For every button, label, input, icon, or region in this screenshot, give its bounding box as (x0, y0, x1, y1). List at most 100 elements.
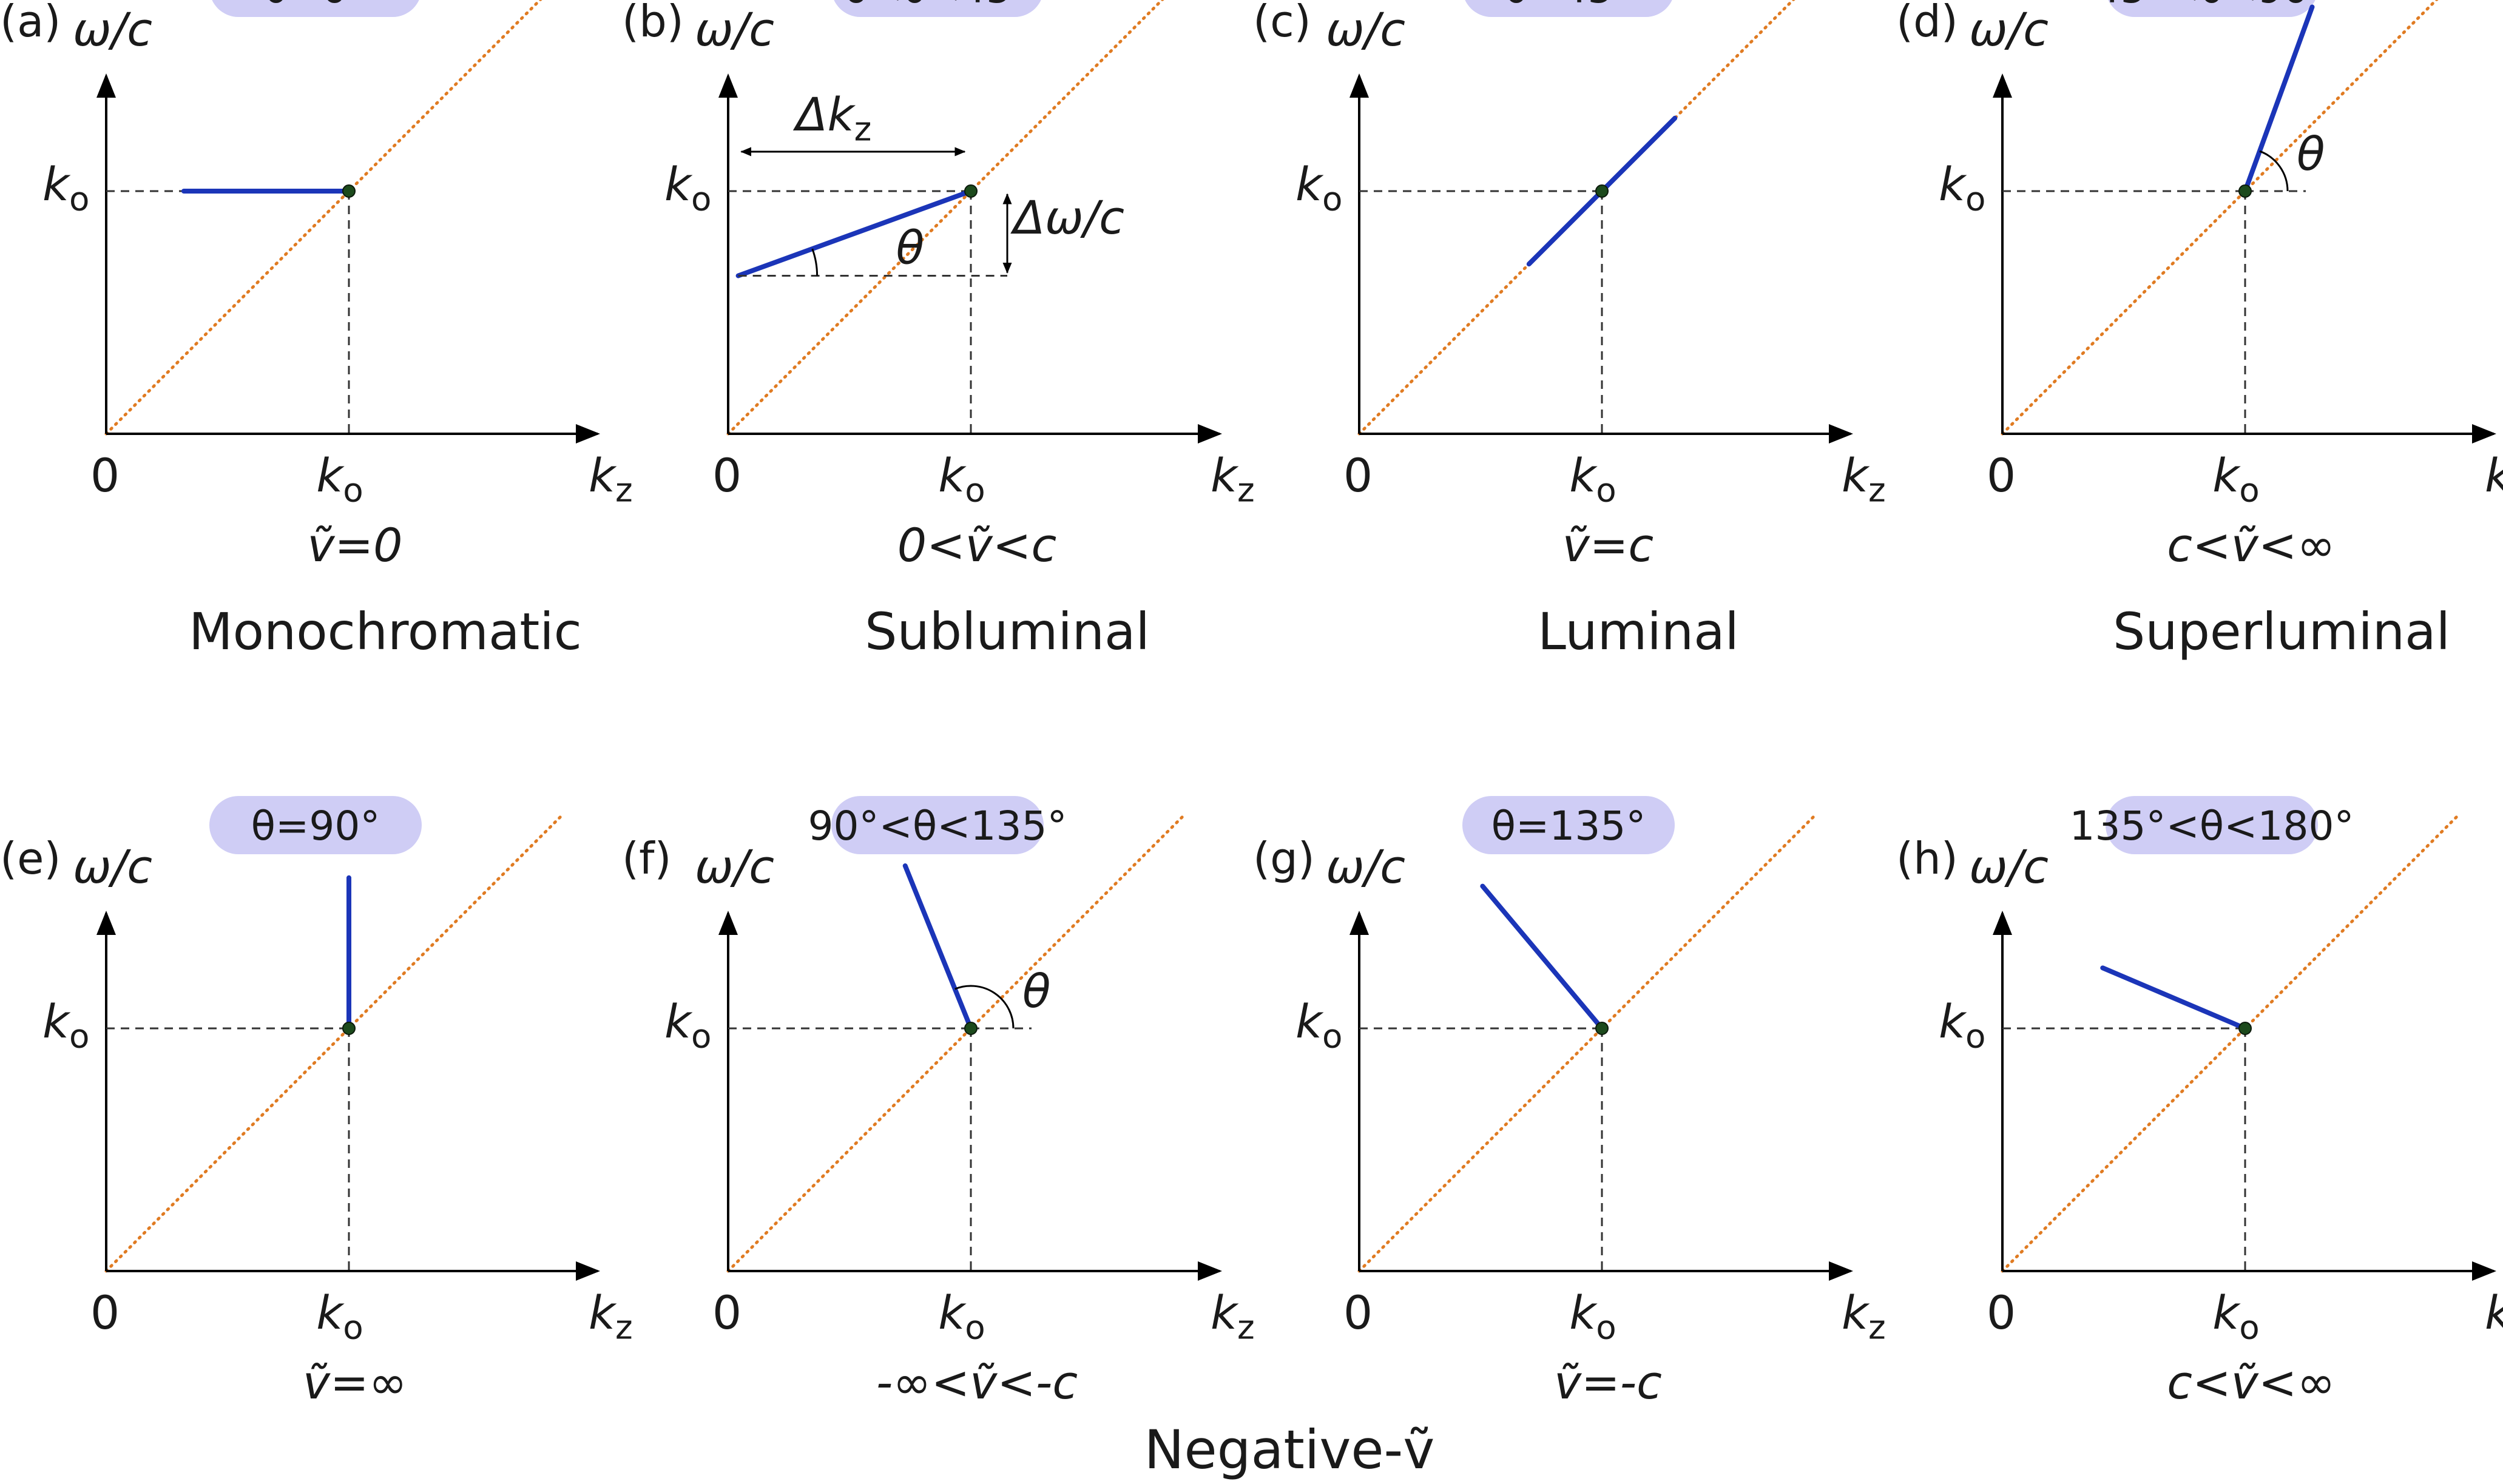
x-axis-label: kz (2485, 448, 2503, 510)
k0-axis-label: ko (664, 157, 712, 218)
y-axis-label: ω/c (1326, 2, 1405, 56)
angle-badge-bg (2108, 0, 2316, 17)
x-axis-label: kz (1211, 448, 1255, 510)
x-axis-label: kz (1842, 1286, 1886, 1347)
light-line (2001, 0, 2439, 436)
y-axis-label: ω/c (1326, 840, 1405, 894)
origin-label: 0 (90, 448, 120, 502)
delta-omega-label: Δω/c (1010, 191, 1124, 245)
panel-tag: (f) (622, 833, 672, 884)
origin-label: 0 (1343, 448, 1373, 502)
light-line (726, 0, 1164, 436)
origin-label: 0 (1343, 1286, 1373, 1340)
k0-axis-label: ko (1295, 994, 1343, 1056)
k0-tick-label: ko (1569, 448, 1616, 510)
x-axis-label: kz (1842, 448, 1886, 510)
k0-tick-label: ko (938, 448, 985, 510)
light-line (104, 814, 563, 1273)
x-axis-label: kz (1211, 1286, 1255, 1347)
k0-tick-label: ko (2212, 448, 2260, 510)
angle-badge-bg (834, 0, 1041, 17)
y-axis-label: ω/c (73, 840, 152, 894)
panel-b: (b) 0<θ<45° ω/c 0 kz ko ko θ Δkz Δω/c 0<ṽ<c Sublumi… (622, 0, 1255, 661)
k0-point (2238, 1022, 2252, 1035)
angle-badge-bg (212, 0, 419, 17)
angle-badge: θ=0° (264, 0, 368, 12)
origin-label: 0 (712, 1286, 741, 1340)
panel-c: (c) θ=45° ω/c 0 kz ko ko ṽ=c Luminal (1253, 0, 1886, 661)
panel-h: (h) 135°<θ<180° ω/c 0 kz ko ko c<ṽ<∞ (1896, 796, 2503, 1409)
k0-point (342, 184, 356, 198)
k0-tick-label: ko (2212, 1286, 2260, 1347)
panel-tag: (h) (1896, 833, 1958, 884)
k0-point (2238, 184, 2252, 198)
panel-g: (g) θ=135° ω/c 0 kz ko ko ṽ=-c (1253, 796, 1886, 1409)
theta-symbol: θ (2297, 127, 2325, 181)
panel-d: (d) 45°<θ<90° ω/c 0 kz ko ko θ c<ṽ<∞ Superluminal (1896, 0, 2503, 661)
regime-caption: Superluminal (2113, 602, 2450, 661)
k0-axis-label: ko (1295, 157, 1343, 218)
regime-caption: Monochromatic (189, 602, 582, 661)
k0-axis-label: ko (42, 157, 90, 218)
panel-tag: (e) (0, 833, 61, 884)
group-velocity-label: -∞<ṽ<-c (876, 1355, 1078, 1409)
origin-label: 0 (1987, 448, 2016, 502)
panel-e: (e) θ=90° ω/c 0 kz ko ko ṽ=∞ (0, 796, 633, 1409)
angle-badge-bg (1462, 796, 1675, 854)
y-axis-label: ω/c (1969, 2, 2049, 56)
dispersion-line (902, 863, 973, 1031)
light-line (726, 814, 1185, 1273)
angle-badge: 0<θ<45° (843, 0, 1032, 12)
group-velocity-label: ṽ=∞ (303, 1355, 407, 1409)
regime-caption: Luminal (1538, 602, 1739, 661)
k0-tick-label: ko (1569, 1286, 1616, 1347)
theta-arc (811, 248, 819, 276)
panel-tag: (a) (0, 0, 61, 47)
origin-label: 0 (90, 1286, 120, 1340)
regime-caption: Subluminal (865, 602, 1150, 661)
angle-badge: 90°<θ<135° (808, 803, 1067, 849)
group-velocity-label: ṽ=0 (307, 518, 402, 572)
origin-label: 0 (712, 448, 741, 502)
angle-badge: θ=135° (1491, 803, 1646, 849)
k0-point (1595, 1022, 1609, 1035)
light-line (1357, 814, 1816, 1273)
dispersion-line (1480, 883, 1604, 1031)
angle-badge-bg (831, 796, 1044, 854)
dispersion-line (735, 189, 973, 278)
light-line (1357, 0, 1795, 436)
origin-label: 0 (1987, 1286, 2016, 1340)
angle-badge: 135°<θ<180° (2070, 803, 2354, 849)
angle-badge-bg (209, 796, 422, 854)
k0-point (964, 184, 978, 198)
group-velocity-label: ṽ=c (1562, 518, 1653, 572)
panels-layer: (a) θ=0° ω/c 0 kz ko ko ṽ=0 Monochromatic (b) 0<θ<… (0, 0, 2503, 1409)
dispersion-line (2100, 965, 2248, 1031)
group-velocity-label: ṽ=-c (1554, 1355, 1662, 1409)
k0-axis-label: ko (42, 994, 90, 1056)
k0-point (342, 1022, 356, 1035)
k0-axis-label: ko (1939, 157, 1986, 218)
group-velocity-label: c<ṽ<∞ (2167, 1355, 2335, 1409)
light-line (104, 0, 542, 436)
theta-symbol: θ (896, 221, 925, 275)
negative-velocity-caption: Negative-ṽ (1144, 1418, 1435, 1481)
panel-tag: (c) (1253, 0, 1311, 47)
light-line (2001, 814, 2459, 1273)
y-axis-label: ω/c (1969, 840, 2049, 894)
theta-arc (954, 985, 1015, 1029)
k0-tick-label: ko (316, 448, 363, 510)
angle-badge-bg (1465, 0, 1672, 17)
x-axis-label: kz (589, 1286, 633, 1347)
angle-badge: θ=90° (251, 803, 380, 849)
angle-badge-bg (2106, 796, 2318, 854)
k0-axis-label: ko (1939, 994, 1986, 1056)
panel-tag: (b) (622, 0, 684, 47)
delta-kz-label: Δkz (793, 87, 872, 149)
k0-tick-label: ko (938, 1286, 985, 1347)
group-velocity-label: c<ṽ<∞ (2167, 518, 2335, 572)
k0-point (1595, 184, 1609, 198)
k0-tick-label: ko (316, 1286, 363, 1347)
panel-tag: (g) (1253, 833, 1315, 884)
